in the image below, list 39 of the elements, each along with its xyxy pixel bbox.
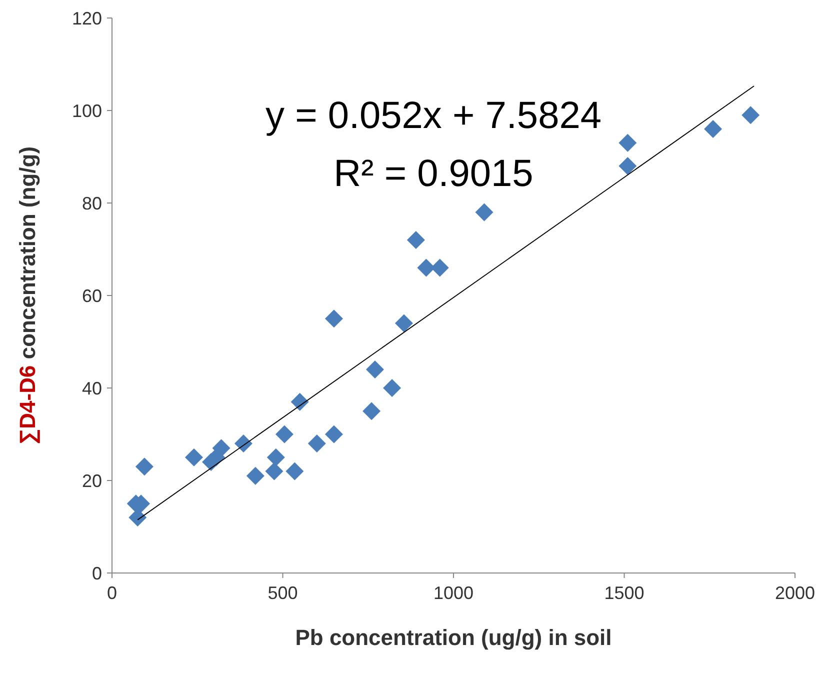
point	[394, 314, 413, 332]
point	[212, 439, 230, 458]
x-tick-label: 1000	[433, 583, 474, 603]
point	[406, 231, 425, 249]
point	[324, 425, 343, 444]
point	[286, 462, 304, 480]
y-tick-label: 100	[72, 100, 102, 121]
y-tick-label: 0	[92, 563, 102, 584]
point	[234, 434, 252, 452]
point	[324, 310, 343, 328]
x-axis-title: Pb concentration (ug/g) in soil	[295, 625, 612, 650]
point	[246, 466, 264, 485]
point	[308, 434, 326, 452]
y-tick-label: 60	[82, 286, 102, 306]
x-tick-label: 1500	[604, 583, 644, 603]
annotation: y = 0.052x + 7.5824	[266, 95, 602, 137]
point	[184, 448, 203, 466]
point	[704, 120, 722, 138]
point	[742, 106, 760, 124]
y-tick-label: 80	[82, 193, 102, 214]
point	[366, 360, 384, 378]
point	[618, 134, 637, 152]
point	[362, 402, 381, 420]
y-tick-label: 20	[82, 470, 102, 491]
point	[475, 203, 494, 222]
point	[275, 425, 294, 444]
annotation: R² = 0.9015	[334, 153, 534, 195]
point	[266, 448, 285, 466]
point	[290, 392, 309, 411]
x-tick-label: 0	[106, 583, 118, 603]
x-tick-label: 500	[268, 583, 298, 603]
point	[618, 157, 637, 175]
point	[265, 462, 284, 480]
y-tick-label: 40	[82, 378, 102, 398]
y-tick-label: 120	[72, 8, 102, 28]
y-axis-title: ∑D4-D6 concentration (ng/g)	[15, 146, 40, 445]
x-tick-label: 2000	[774, 583, 816, 603]
point	[135, 458, 154, 476]
point	[383, 379, 402, 397]
